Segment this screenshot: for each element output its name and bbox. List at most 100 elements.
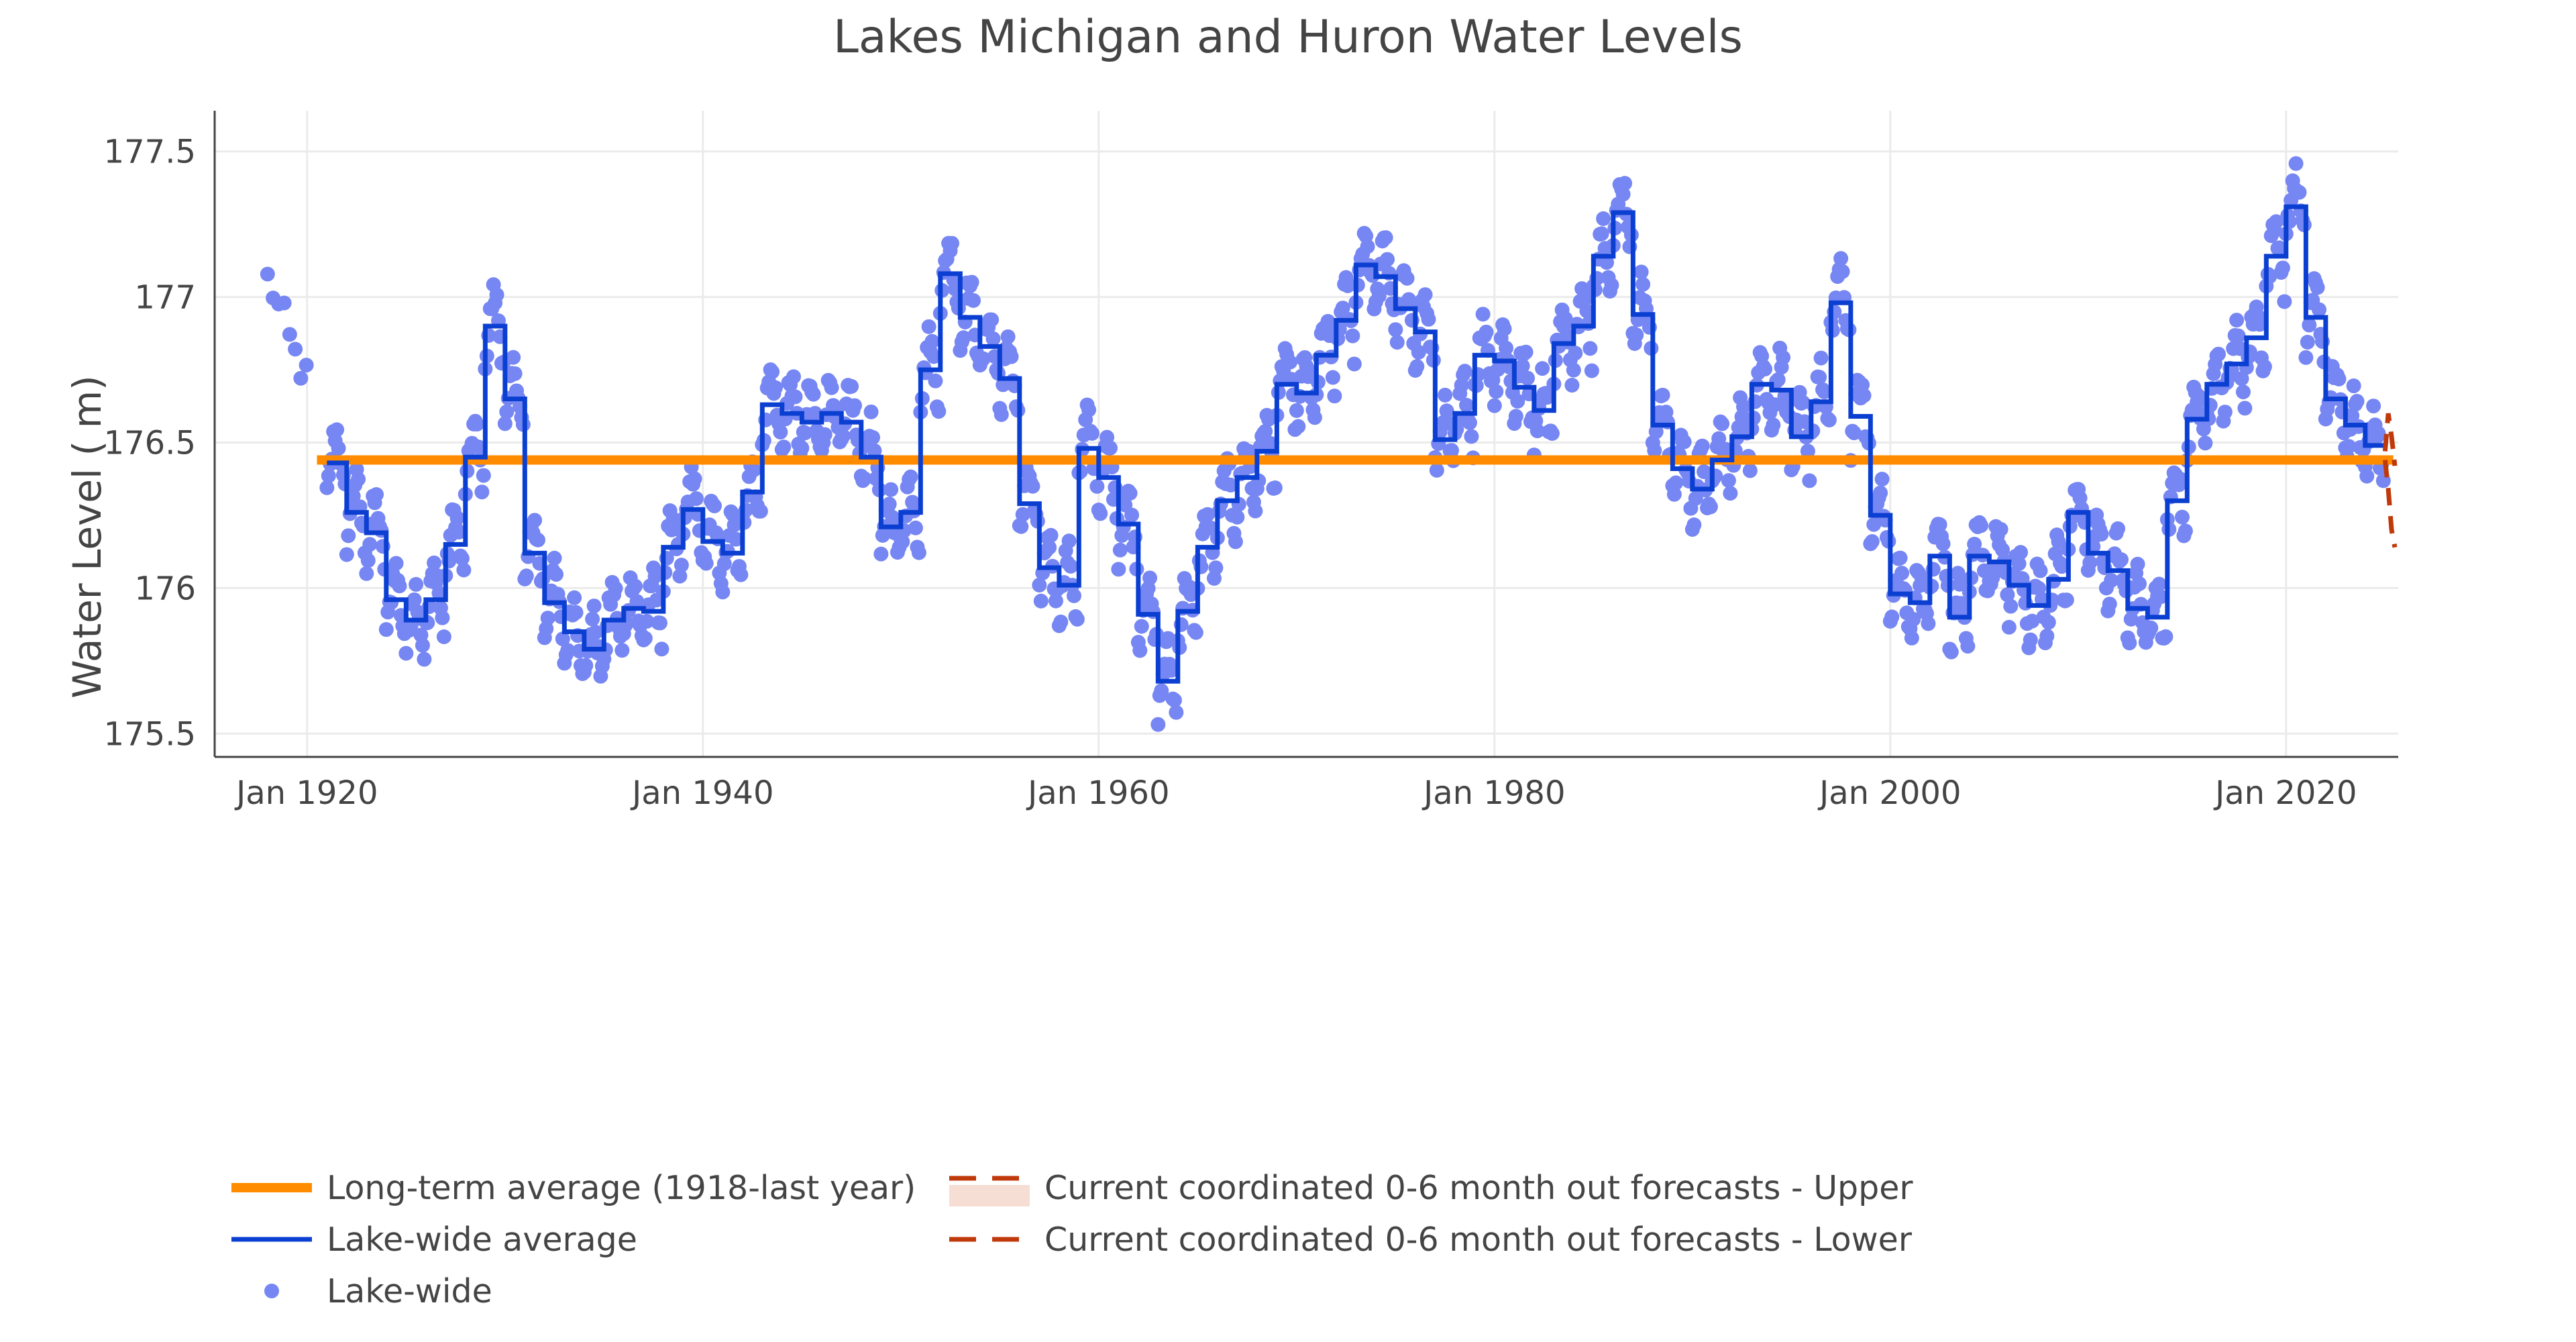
lake-wide-point (497, 416, 513, 431)
legend-label: Current coordinated 0-6 month out foreca… (1044, 1169, 1913, 1207)
lake-wide-point (1457, 364, 1472, 379)
lake-wide-point (1599, 255, 1615, 270)
lake-wide-point (1695, 438, 1710, 454)
legend-item[interactable]: Long-term average (1918-last year) (231, 1169, 916, 1207)
lake-wide-point (2031, 580, 2047, 596)
lake-wide-point (994, 407, 1009, 422)
lake-wide-point (1892, 550, 1908, 566)
lake-wide-point (555, 631, 570, 647)
lake-wide-point (1417, 287, 1433, 303)
lake-wide-point (788, 389, 803, 405)
lake-wide-point (817, 427, 833, 442)
lake-wide-point (1325, 370, 1340, 385)
lake-wide-point (794, 440, 810, 456)
lake-wide-point (1084, 425, 1099, 441)
lake-wide-point (1389, 335, 1405, 350)
lake-wide-point (1267, 480, 1283, 496)
lake-wide-point (1800, 444, 1815, 459)
legend[interactable]: Long-term average (1918-last year) Lake-w… (231, 1169, 1913, 1310)
lake-wide-point (449, 510, 465, 525)
lake-wide-point (1666, 486, 1682, 502)
lake-wide-point (1132, 643, 1148, 658)
lake-wide-point (2231, 328, 2246, 344)
lake-wide-point (1004, 349, 1019, 364)
lake-wide-point (1142, 570, 1158, 586)
lake-wide-point (471, 440, 486, 455)
lake-wide-point (530, 532, 545, 548)
lake-wide-point (2110, 521, 2126, 536)
lake-wide-point (2346, 378, 2361, 394)
lake-wide-point (1874, 472, 1890, 487)
lake-wide-point (652, 615, 667, 631)
lake-wide-point (1230, 509, 1245, 525)
lake-wide-point (547, 550, 562, 566)
lake-wide-point (339, 547, 354, 562)
lake-wide-point (921, 319, 936, 334)
lake-wide-point (1378, 230, 1393, 246)
lake-wide-point (2275, 260, 2290, 276)
lake-wide-point (1596, 211, 1611, 226)
lake-wide-point (409, 576, 424, 592)
lake-wide-point (1604, 277, 1619, 293)
lake-wide-point (1508, 409, 1523, 424)
lake-wide-point (1093, 506, 1108, 521)
lake-wide-point (2257, 359, 2272, 374)
lake-wide-point (956, 330, 971, 346)
lake-wide-point (1475, 307, 1491, 322)
legend-label: Lake-wide (327, 1272, 492, 1310)
lake-wide-point (1856, 388, 1872, 403)
y-axis-title: Water Level ( m) (64, 375, 110, 699)
lake-wide-point (753, 503, 768, 519)
legend-label: Current coordinated 0-6 month out foreca… (1044, 1221, 1913, 1259)
lake-wide-point (1767, 397, 1782, 413)
lake-wide-point (903, 469, 918, 484)
legend-item[interactable]: Current coordinated 0-6 month out foreca… (949, 1169, 1913, 1207)
lake-wide-point (1033, 593, 1049, 609)
lake-wide-point (1943, 644, 1959, 660)
lake-wide-point (427, 555, 442, 570)
lake-wide-point (1208, 560, 1224, 576)
lake-wide-point (1346, 356, 1362, 372)
lake-wide-point (1025, 478, 1040, 494)
lake-wide-point (1535, 361, 1550, 376)
lake-wide-point (1307, 410, 1322, 425)
lake-wide-point (1518, 344, 1534, 360)
lake-wide-point (288, 342, 303, 357)
lake-wide-point (1566, 362, 1581, 378)
lake-wide-point (1464, 429, 1479, 444)
x-tick-label: Jan 1940 (630, 774, 773, 812)
lake-wide-point (2229, 313, 2245, 328)
lake-wide-point (1122, 485, 1138, 501)
legend-item[interactable]: Lake-wide (264, 1272, 492, 1310)
tick-labels: Jan 1920 Jan 1940 Jan 1960 Jan 1980 Jan 2000… (104, 134, 2357, 812)
lake-wide-point (398, 646, 414, 661)
lake-wide-point (1558, 311, 1573, 326)
lake-wide-point (2300, 334, 2315, 350)
lake-wide-point (863, 404, 879, 419)
lake-wide-point (747, 462, 762, 478)
lake-wide-point (1497, 321, 1512, 337)
lake-wide-point (2000, 587, 2015, 603)
lake-wide-point (392, 578, 407, 594)
lake-wide-point (1873, 485, 1888, 501)
lake-wide-point (506, 350, 521, 365)
lake-wide-point (1921, 616, 1936, 631)
lake-wide-point (1821, 412, 1837, 427)
lake-wide-point (1817, 384, 1832, 399)
lake-wide-point (806, 386, 821, 402)
lake-wide-point (2310, 280, 2325, 295)
lake-wide-point (489, 287, 504, 303)
lake-wide-point (1409, 359, 1425, 374)
lake-wide-point (2252, 317, 2267, 332)
lake-wide-point (1894, 566, 1910, 581)
lake-wide-point (776, 440, 792, 455)
lake-wide-point (1154, 683, 1169, 699)
lake-wide-point (1399, 270, 1415, 286)
lake-wide-point (1688, 491, 1703, 506)
legend-item[interactable]: Current coordinated 0-6 month out foreca… (949, 1221, 1913, 1259)
legend-item[interactable]: Lake-wide average (231, 1221, 637, 1259)
lake-wide-point (329, 422, 345, 437)
lake-wide-point (1770, 372, 1786, 387)
lake-wide-point (1103, 440, 1118, 456)
lake-wide-point (567, 590, 582, 605)
